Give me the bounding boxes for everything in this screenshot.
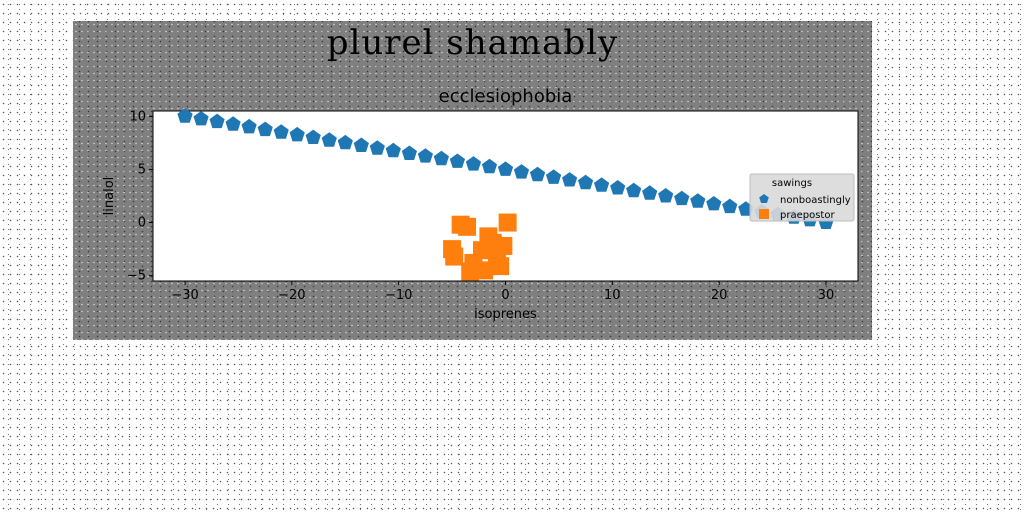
data-point (401, 145, 417, 160)
axes-title: ecclesiophobia (439, 86, 573, 107)
data-point (305, 129, 321, 144)
data-point (475, 261, 494, 280)
x-axis-label: isoprenes (474, 307, 537, 322)
data-point (369, 140, 385, 155)
data-point (321, 132, 337, 147)
data-point (241, 118, 257, 134)
data-point (443, 240, 462, 259)
data-point (461, 262, 480, 281)
x-tick-label: 30 (818, 288, 835, 303)
legend-box (749, 173, 855, 222)
legend-marker (759, 209, 769, 219)
data-point (642, 185, 658, 200)
figure-title: plurel shamably (326, 23, 619, 63)
figure-background: plurel shamably ecclesiophobia −30 −20 −10… (73, 21, 872, 340)
data-point (353, 137, 369, 152)
data-point (458, 217, 477, 236)
data-point (289, 126, 305, 142)
y-tick-label: 0 (138, 216, 146, 231)
data-point (433, 150, 449, 166)
y-tick-label: 10 (129, 109, 146, 124)
data-point (481, 158, 498, 174)
x-tick-label: 0 (501, 288, 509, 303)
legend-entries: nonboastingly praepostor (759, 194, 851, 221)
x-tick-label: −30 (171, 288, 198, 303)
data-point (658, 188, 674, 203)
data-point (610, 180, 626, 195)
legend-label: nonboastingly (780, 195, 851, 206)
data-point (337, 134, 353, 150)
x-tick-label: −20 (278, 288, 305, 303)
legend-label: praepostor (780, 210, 835, 221)
data-point (578, 174, 594, 190)
data-point (385, 142, 401, 158)
data-point (529, 166, 546, 182)
data-point (513, 164, 530, 179)
data-point (177, 108, 193, 123)
data-point (449, 153, 465, 168)
series-praepostor (443, 213, 517, 281)
data-point (417, 148, 433, 163)
data-point (674, 190, 690, 206)
x-axis: −30 −20 −10 0 10 20 30 (171, 281, 834, 303)
data-point (626, 182, 642, 198)
data-point (546, 169, 562, 184)
legend-title: sawings (772, 178, 812, 189)
x-tick-label: 20 (711, 288, 728, 303)
data-point (690, 193, 706, 208)
data-point (706, 196, 722, 211)
data-point (193, 111, 209, 126)
legend-entry: nonboastingly (759, 194, 851, 206)
data-point (273, 124, 289, 139)
legend: sawings nonboastingly praepostor (749, 173, 855, 222)
data-point (562, 172, 578, 187)
data-point (209, 113, 225, 129)
y-axis: −5 0 5 10 (127, 109, 153, 284)
y-tick-label: 5 (138, 162, 146, 177)
data-point (594, 177, 610, 192)
x-tick-label: −10 (385, 288, 412, 303)
y-axis-label: linalol (102, 177, 117, 216)
data-point (479, 227, 498, 246)
data-point (722, 198, 738, 214)
x-tick-label: 10 (604, 288, 621, 303)
legend-entry: praepostor (759, 209, 835, 221)
y-tick-label: −5 (127, 269, 146, 284)
data-point (494, 236, 513, 255)
scatter-chart: ecclesiophobia −30 −20 −10 0 10 20 30 −5 0 5 10 i… (102, 86, 859, 322)
data-point (497, 161, 514, 176)
data-point (257, 121, 273, 137)
data-point (498, 213, 517, 232)
data-point (225, 116, 241, 131)
legend-marker (759, 194, 769, 203)
data-point (465, 156, 482, 171)
